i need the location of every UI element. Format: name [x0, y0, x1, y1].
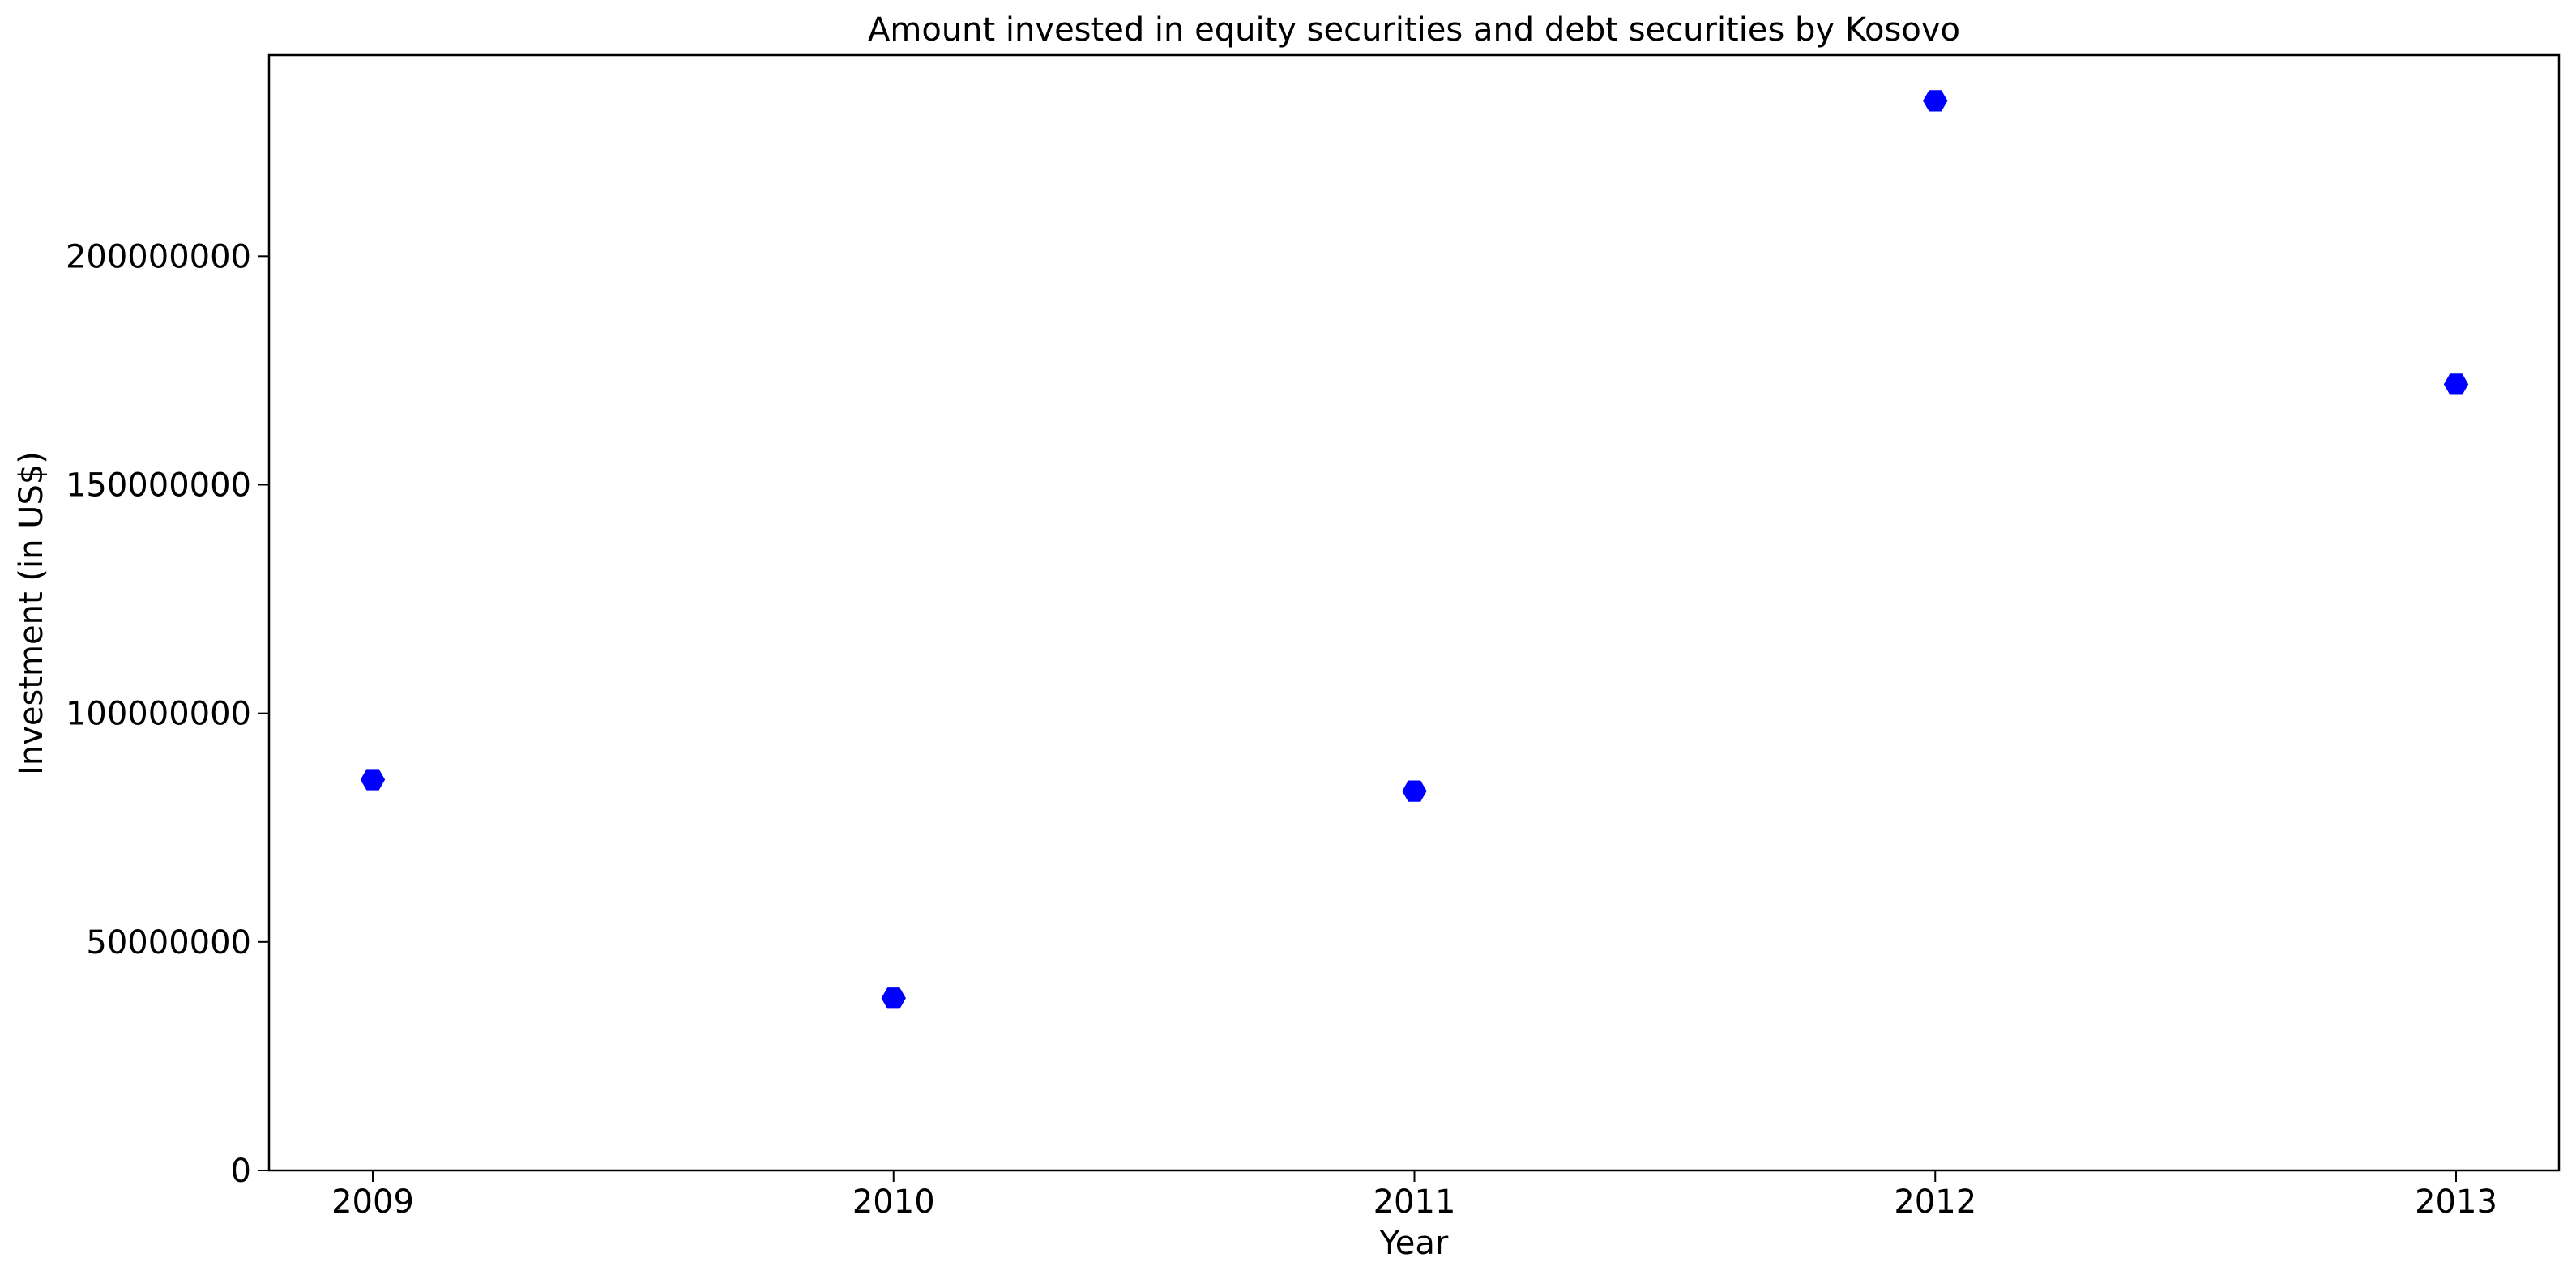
y-axis-label: Investment (in US$): [13, 451, 50, 775]
x-tick-label: 2012: [1894, 1183, 1976, 1221]
y-axis: 0 50000000 100000000 150000000 200000000: [66, 238, 269, 1190]
data-point-2011: [1402, 780, 1427, 802]
y-tick-label: 200000000: [66, 238, 251, 275]
x-tick-label: 2010: [852, 1183, 935, 1221]
chart-title: Amount invested in equity securities and…: [868, 11, 1960, 49]
x-axis: 2009 2010 2011 2012 2013: [331, 1170, 2497, 1221]
x-tick-label: 2009: [331, 1183, 414, 1221]
x-tick-label: 2013: [2415, 1183, 2497, 1221]
y-tick-label: 100000000: [66, 696, 251, 733]
data-point-2012: [1923, 90, 1948, 112]
x-axis-label: Year: [1379, 1225, 1449, 1262]
x-tick-label: 2011: [1373, 1183, 1456, 1221]
y-tick-label: 150000000: [66, 467, 251, 504]
data-point-2013: [2443, 373, 2469, 395]
data-points: [360, 90, 2469, 1009]
data-point-2010: [881, 987, 906, 1009]
plot-area: [267, 53, 2561, 1172]
data-point-2009: [360, 769, 386, 791]
y-tick-label: 50000000: [86, 924, 251, 961]
y-tick-label: 0: [231, 1153, 251, 1190]
